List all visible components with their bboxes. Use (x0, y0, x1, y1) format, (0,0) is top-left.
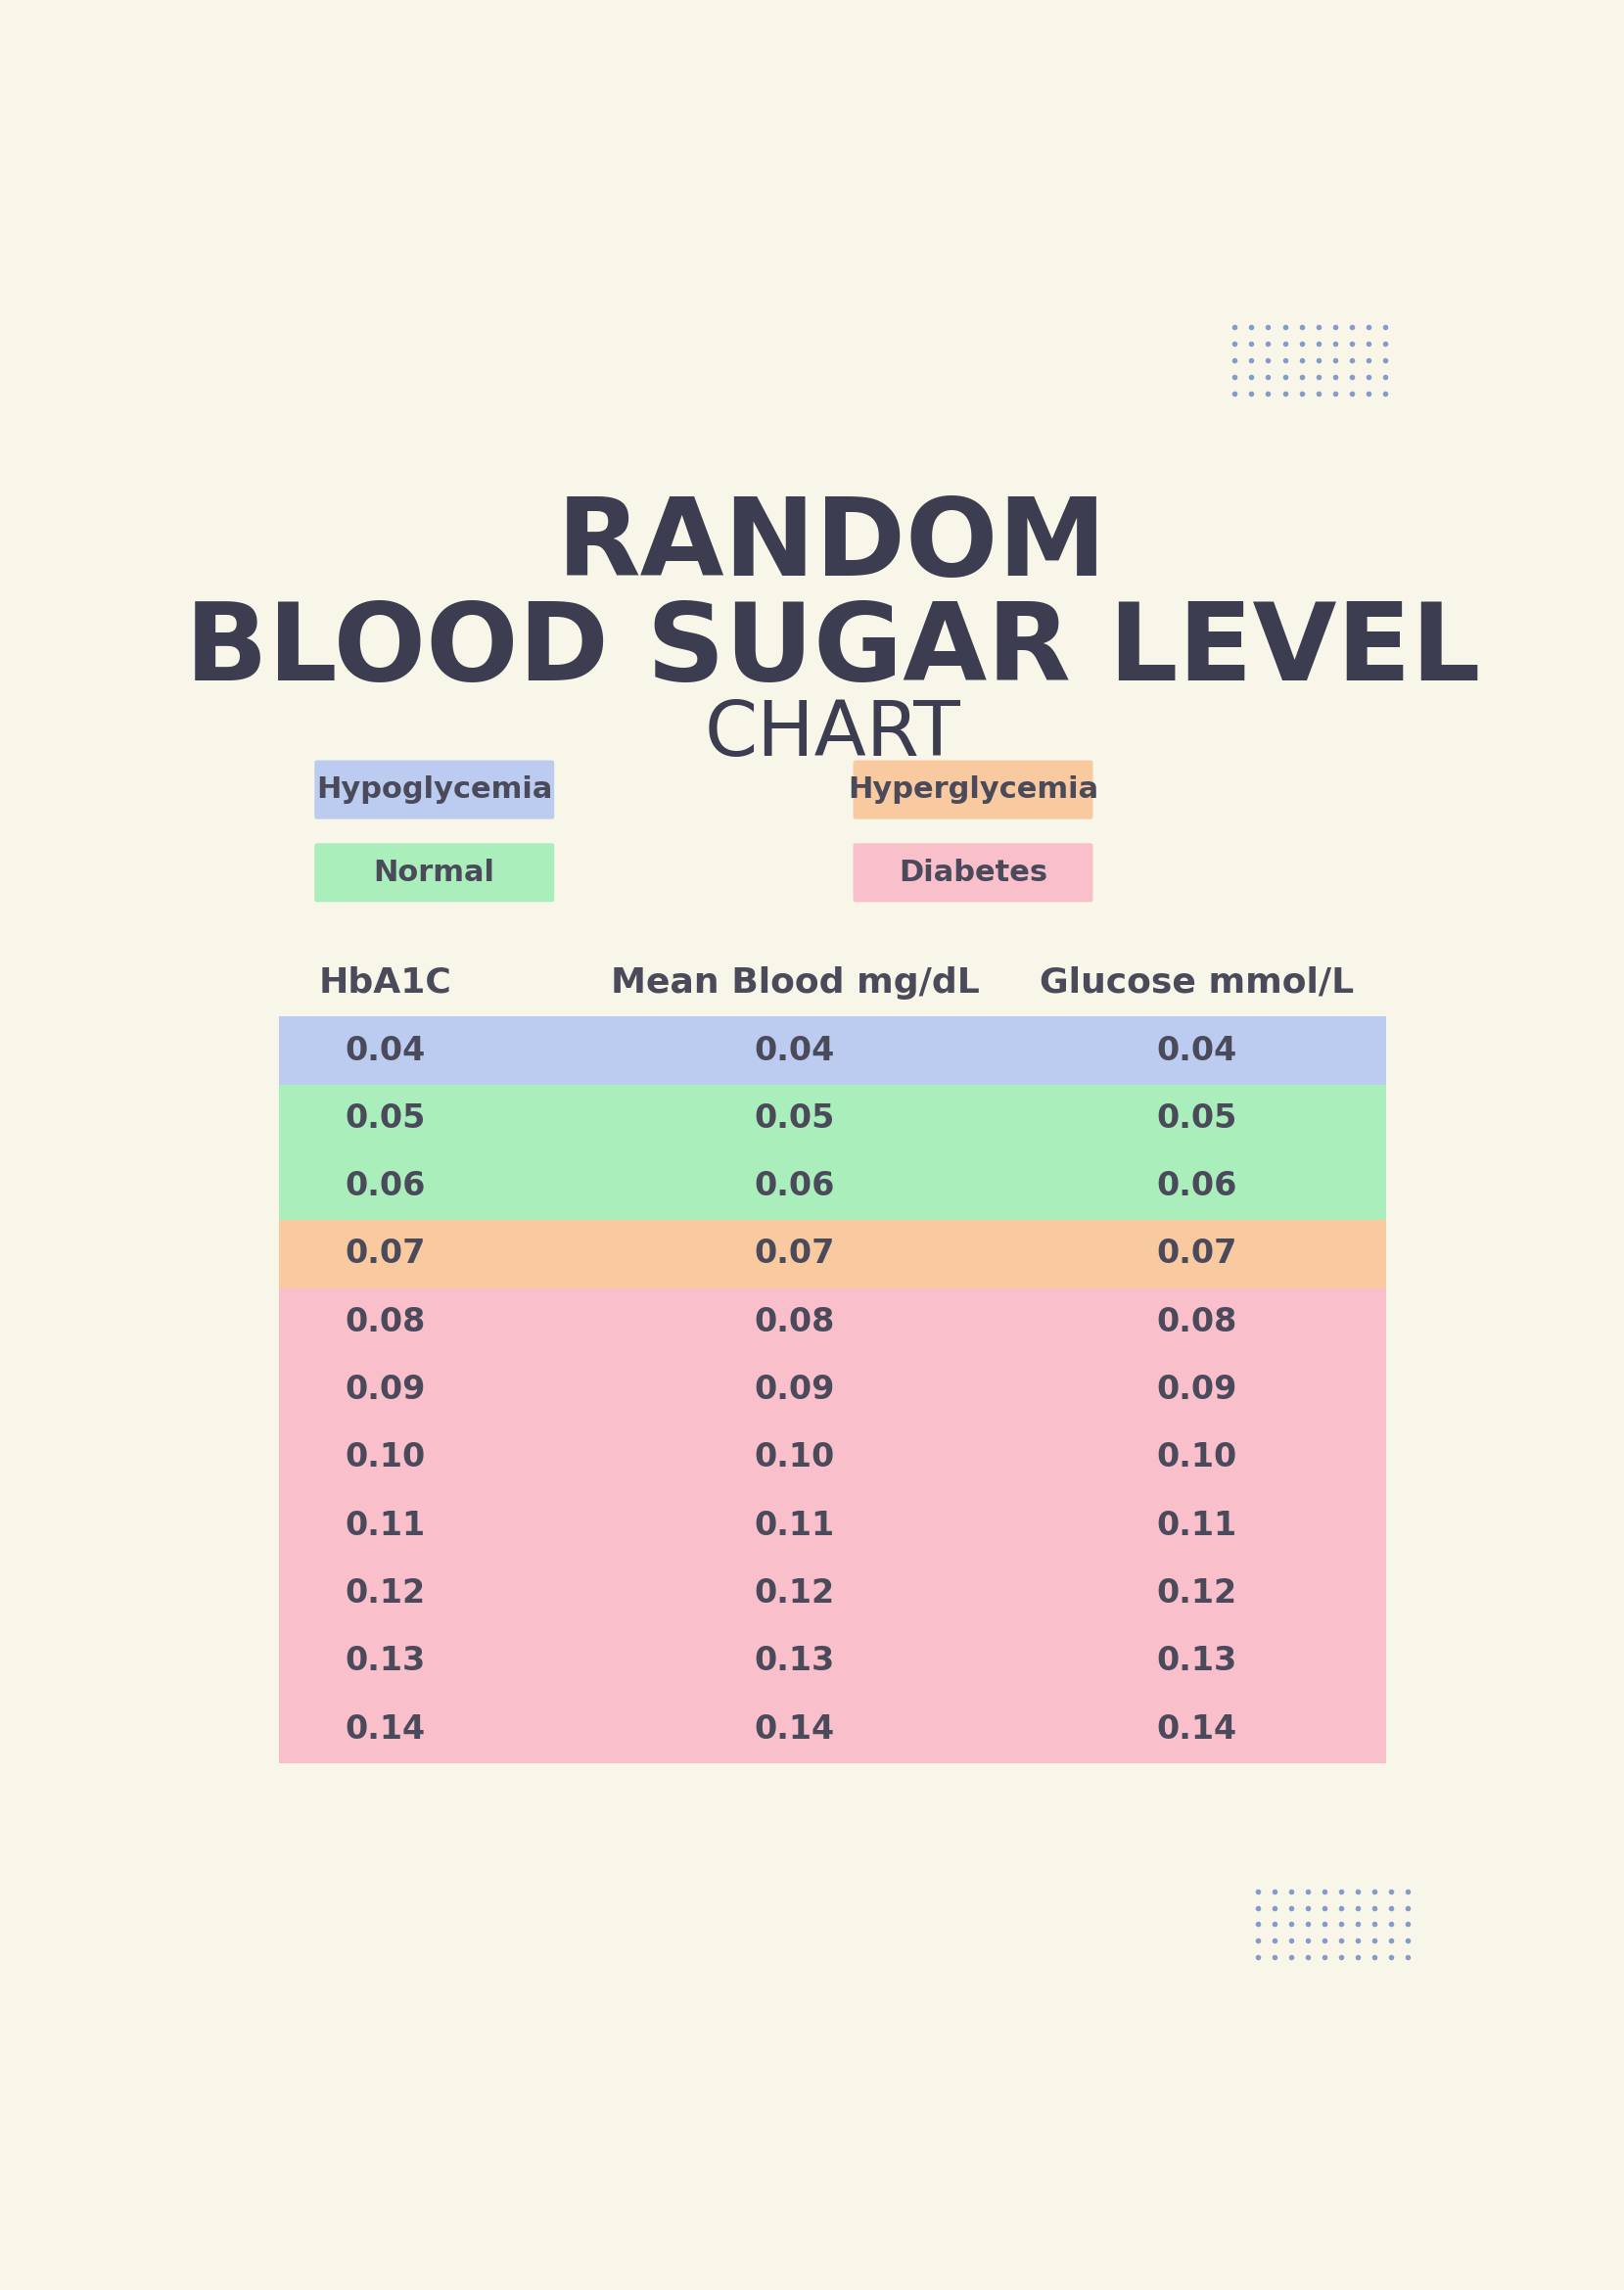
Text: Hypoglycemia: Hypoglycemia (317, 776, 552, 804)
Text: 0.08: 0.08 (1156, 1305, 1237, 1337)
Text: 0.08: 0.08 (344, 1305, 425, 1337)
FancyBboxPatch shape (315, 760, 554, 820)
Text: 0.11: 0.11 (1156, 1509, 1237, 1541)
FancyBboxPatch shape (279, 1491, 1387, 1559)
FancyBboxPatch shape (279, 1152, 1387, 1221)
Text: 0.06: 0.06 (1156, 1170, 1237, 1202)
FancyBboxPatch shape (279, 1287, 1387, 1356)
Text: 0.05: 0.05 (344, 1101, 425, 1134)
Text: Mean Blood mg/dL: Mean Blood mg/dL (611, 966, 979, 998)
Text: 0.14: 0.14 (344, 1713, 425, 1745)
Text: 0.07: 0.07 (755, 1239, 835, 1271)
Text: 0.04: 0.04 (1156, 1035, 1237, 1067)
FancyBboxPatch shape (279, 1017, 1387, 1085)
FancyBboxPatch shape (279, 1221, 1387, 1287)
Text: 0.10: 0.10 (1156, 1440, 1237, 1475)
Text: 0.09: 0.09 (344, 1374, 425, 1406)
Text: Hyperglycemia: Hyperglycemia (848, 776, 1098, 804)
Text: 0.10: 0.10 (344, 1440, 425, 1475)
FancyBboxPatch shape (279, 1559, 1387, 1628)
Text: 0.13: 0.13 (755, 1644, 835, 1676)
Text: 0.06: 0.06 (755, 1170, 835, 1202)
Text: 0.07: 0.07 (1156, 1239, 1237, 1271)
Text: Diabetes: Diabetes (898, 859, 1047, 886)
Text: 0.06: 0.06 (344, 1170, 425, 1202)
FancyBboxPatch shape (279, 1695, 1387, 1763)
Text: HbA1C: HbA1C (318, 966, 451, 998)
Text: 0.12: 0.12 (755, 1578, 835, 1610)
Text: 0.11: 0.11 (344, 1509, 425, 1541)
FancyBboxPatch shape (279, 1085, 1387, 1152)
Text: 0.14: 0.14 (1156, 1713, 1237, 1745)
Text: 0.09: 0.09 (1156, 1374, 1237, 1406)
Text: 0.05: 0.05 (755, 1101, 835, 1134)
FancyBboxPatch shape (315, 843, 554, 902)
Text: 0.11: 0.11 (755, 1509, 835, 1541)
Text: BLOOD SUGAR LEVEL: BLOOD SUGAR LEVEL (185, 598, 1479, 703)
Text: 0.13: 0.13 (1156, 1644, 1237, 1676)
Text: 0.05: 0.05 (1156, 1101, 1237, 1134)
Text: 0.13: 0.13 (344, 1644, 425, 1676)
Text: 0.14: 0.14 (755, 1713, 835, 1745)
FancyBboxPatch shape (853, 843, 1093, 902)
FancyBboxPatch shape (279, 1628, 1387, 1695)
Text: Normal: Normal (374, 859, 495, 886)
Text: CHART: CHART (705, 696, 960, 772)
Text: 0.04: 0.04 (755, 1035, 835, 1067)
Text: 0.04: 0.04 (344, 1035, 425, 1067)
Text: 0.09: 0.09 (755, 1374, 835, 1406)
Text: 0.12: 0.12 (344, 1578, 425, 1610)
FancyBboxPatch shape (279, 1356, 1387, 1424)
Text: Glucose mmol/L: Glucose mmol/L (1039, 966, 1354, 998)
Text: 0.12: 0.12 (1156, 1578, 1237, 1610)
Text: 0.10: 0.10 (755, 1440, 835, 1475)
FancyBboxPatch shape (853, 760, 1093, 820)
Text: 0.07: 0.07 (344, 1239, 425, 1271)
Text: RANDOM: RANDOM (557, 492, 1108, 598)
Text: 0.08: 0.08 (755, 1305, 835, 1337)
FancyBboxPatch shape (279, 1424, 1387, 1491)
